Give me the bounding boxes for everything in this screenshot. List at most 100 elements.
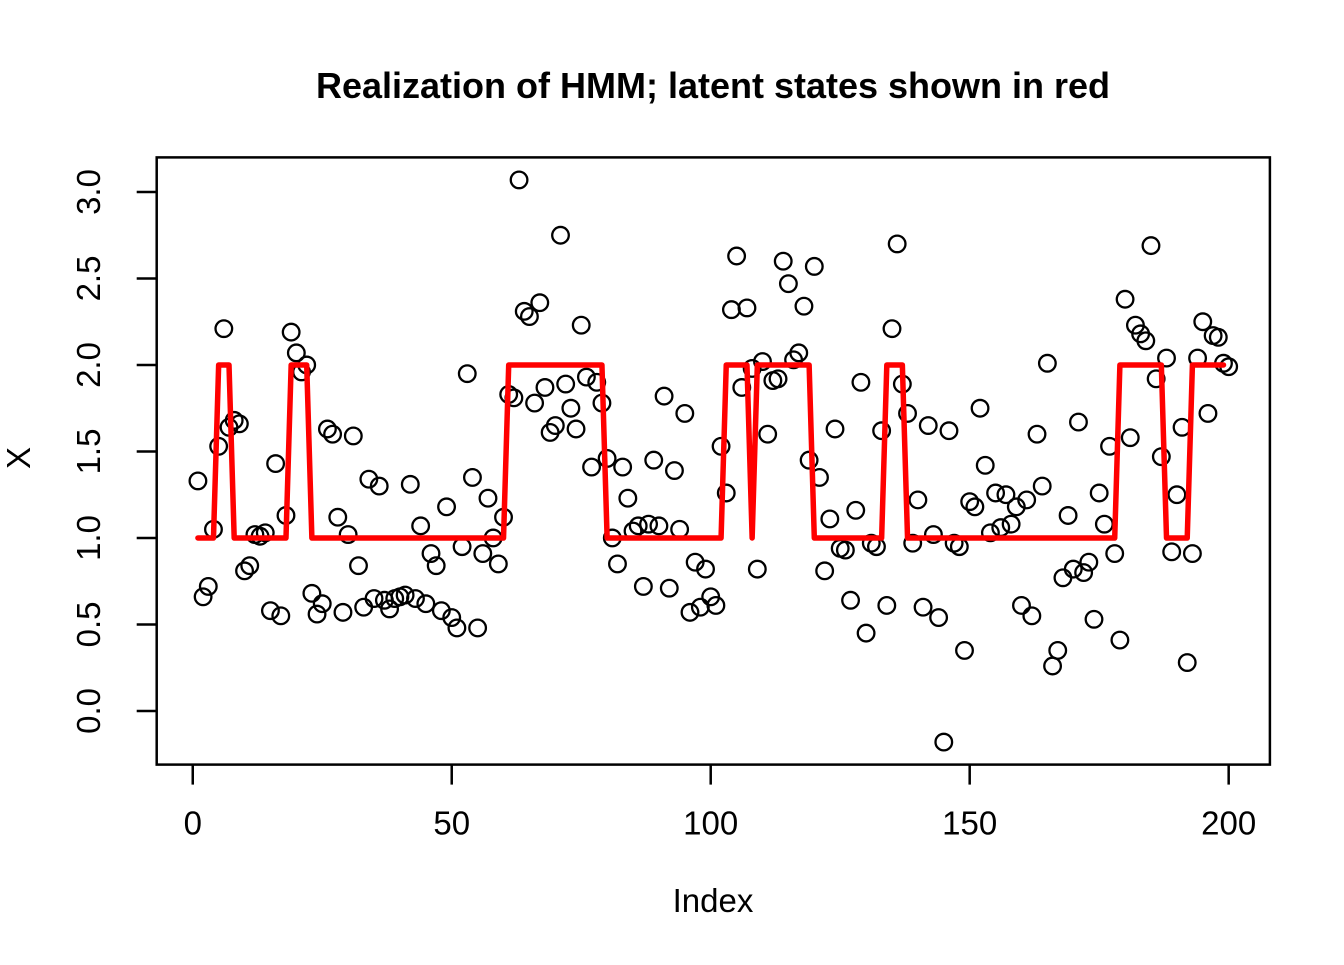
data-point (872, 421, 892, 441)
data-point (551, 225, 570, 245)
data-point (1182, 544, 1202, 564)
data-point (1037, 353, 1057, 373)
latent-state-line-group (195, 362, 1227, 541)
data-point (903, 533, 923, 553)
data-point (566, 419, 586, 439)
data-point (271, 606, 291, 626)
data-point (654, 386, 674, 406)
data-point (835, 540, 855, 560)
data-point (1120, 428, 1140, 448)
data-point (1063, 559, 1083, 579)
data-point (1208, 327, 1228, 347)
plot-box (155, 156, 1272, 766)
data-point (949, 537, 969, 557)
data-point (260, 601, 280, 621)
data-point (996, 485, 1016, 505)
data-point (675, 403, 695, 423)
data-point (747, 559, 767, 579)
data-point (1136, 331, 1156, 351)
data-point (1074, 563, 1094, 583)
data-point (198, 576, 218, 596)
data-point (488, 554, 508, 574)
data-point (509, 170, 529, 190)
data-point (690, 597, 710, 617)
data-point (618, 488, 638, 508)
data-point (1048, 640, 1068, 660)
data-point (338, 525, 358, 544)
latent-state-line (195, 362, 1227, 541)
data-point (841, 590, 861, 610)
data-point (302, 583, 322, 603)
data-point (965, 497, 985, 517)
data-point (380, 599, 400, 619)
data-point (1157, 348, 1176, 368)
data-point (535, 378, 555, 397)
data-point (960, 492, 980, 512)
data-point (364, 589, 384, 608)
data-point (706, 595, 726, 615)
data-point (794, 296, 814, 316)
data-point (929, 608, 949, 628)
data-point (240, 556, 260, 576)
data-point (955, 640, 974, 660)
data-point (908, 490, 928, 510)
data-point (519, 307, 539, 327)
data-point (323, 424, 343, 444)
data-point (462, 467, 482, 487)
y-tick-label: 3.0 (70, 169, 107, 215)
y-tick-label: 2.5 (70, 256, 107, 302)
data-point (478, 488, 498, 508)
data-point (1089, 483, 1109, 503)
data-point (416, 594, 436, 614)
data-point (224, 410, 244, 430)
data-point (649, 516, 669, 536)
data-point (328, 507, 348, 527)
axis-ticks (136, 190, 1230, 785)
data-point (970, 398, 990, 418)
data-point (768, 369, 788, 389)
data-point (561, 398, 581, 418)
data-point (571, 315, 591, 335)
data-point (789, 343, 809, 363)
data-point (918, 416, 938, 435)
data-point (608, 554, 627, 574)
data-point (333, 602, 353, 622)
data-point (696, 559, 715, 579)
data-point (545, 416, 565, 435)
data-point (343, 426, 363, 446)
data-point (825, 419, 845, 439)
data-point (349, 556, 368, 576)
data-point (659, 578, 679, 598)
observation-points (188, 170, 1239, 752)
data-point (1105, 544, 1125, 564)
data-point (576, 367, 596, 387)
y-tick-label: 0.5 (70, 602, 107, 648)
data-point (1115, 289, 1135, 309)
data-point (286, 343, 306, 363)
data-point (1193, 312, 1213, 332)
data-point (778, 274, 798, 294)
data-point (457, 364, 477, 384)
data-point (307, 604, 327, 624)
data-point (369, 476, 389, 496)
data-point (437, 497, 457, 517)
data-point (737, 298, 757, 318)
y-tick-label: 2.0 (70, 342, 107, 388)
data-point (639, 514, 659, 534)
data-point (214, 319, 234, 339)
data-point (1079, 552, 1099, 572)
data-point (804, 256, 824, 276)
chart-title: Realization of HMM; latent states shown … (316, 65, 1110, 106)
data-point (1027, 424, 1047, 444)
data-point (1058, 506, 1078, 525)
data-point (1141, 236, 1161, 256)
data-point (1012, 595, 1031, 615)
y-tick-label: 0.0 (70, 688, 107, 734)
data-point (188, 471, 208, 491)
data-point (986, 483, 1006, 503)
data-point (312, 594, 332, 614)
data-point (820, 509, 840, 529)
data-point (944, 533, 964, 553)
data-point (753, 352, 772, 371)
data-point (447, 618, 467, 638)
